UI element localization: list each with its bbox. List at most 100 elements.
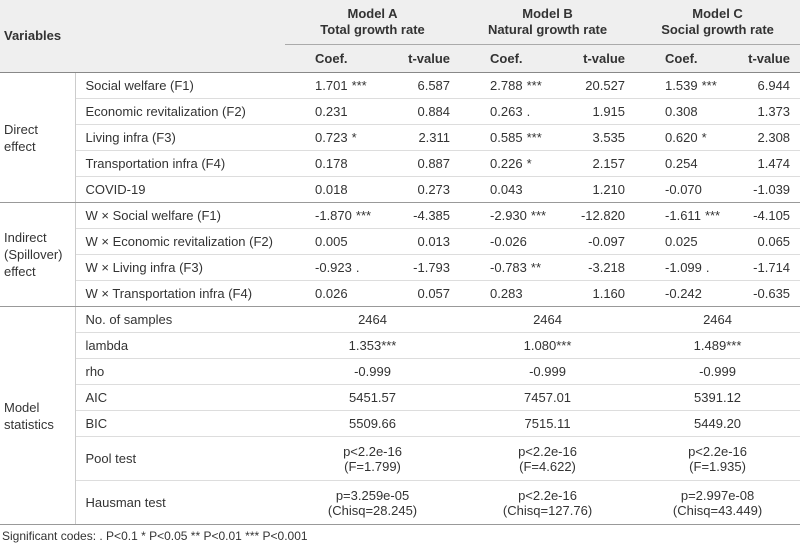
stat-cell: p<2.2e-16 (Chisq=127.76)	[460, 480, 636, 525]
t-value: 0.884	[380, 98, 461, 125]
coef-cell: 0.226 *	[460, 150, 556, 177]
data-row: Living infra (F3) 0.723 * 2.311 0.585 *** 3.53…	[0, 124, 800, 151]
coef: -0.923	[315, 260, 352, 275]
t-value: -1.039	[725, 176, 800, 203]
stat-value: p<2.2e-16	[518, 487, 577, 503]
stat-cell: 2464	[635, 306, 800, 333]
variable: W × Economic revitalization (F2)	[75, 228, 286, 255]
t-value: 1.915	[555, 98, 636, 125]
stat-value: 5391.12	[694, 390, 742, 405]
t-value: 0.887	[380, 150, 461, 177]
variable: COVID-19	[75, 176, 286, 203]
variable: Economic revitalization (F2)	[75, 98, 286, 125]
t-value: 6.587	[380, 72, 461, 99]
model-name: Model B	[522, 6, 573, 21]
coef: 0.263	[490, 104, 523, 119]
coef: 0.620	[665, 130, 698, 145]
table-body: Direct effect Social welfare (F1) 1.701 ***…	[0, 72, 800, 525]
coef-cell: 0.025	[635, 228, 726, 255]
coef-cell: 1.701 ***	[285, 72, 381, 99]
model-subtitle: Social growth rate	[661, 22, 774, 37]
column-header: t-value	[380, 44, 461, 73]
stat-cell: 7457.01	[460, 384, 636, 411]
coef-cell: -1.611 ***	[635, 202, 726, 229]
variable: W × Transportation infra (F4)	[75, 280, 286, 307]
statistic-name: Hausman test	[75, 480, 286, 525]
significance: ***	[355, 208, 372, 223]
coef: 0.005	[315, 234, 348, 249]
coef: 0.308	[665, 104, 698, 119]
model-header: Model B Natural growth rate	[460, 0, 636, 45]
stat-cell: -0.999	[635, 358, 800, 385]
stat-cell: p<2.2e-16 (F=1.935)	[635, 436, 800, 481]
group-label: Direct effect	[0, 72, 76, 203]
t-value: 1.373	[725, 98, 800, 125]
model-subtitle: Total growth rate	[320, 22, 425, 37]
coef: 0.043	[490, 182, 523, 197]
stat-value: 7515.11	[524, 416, 571, 431]
subheader-row: Coef. t-value Coef. t-value Coef. t-value	[0, 44, 800, 73]
stat-cell: 5509.66	[285, 410, 461, 437]
statistic-name: rho	[75, 358, 286, 385]
stat-cell: 5449.20	[635, 410, 800, 437]
data-row: COVID-19 0.018 0.273 0.043 1.210 -0.070 -1.039	[0, 176, 800, 203]
significance: .	[355, 260, 360, 275]
coef-cell: 0.620 *	[635, 124, 726, 151]
stat-cell: 2464	[460, 306, 636, 333]
variable: W × Social welfare (F1)	[75, 202, 286, 229]
coef-cell: 0.723 *	[285, 124, 381, 151]
stat-cell: p=3.259e-05 (Chisq=28.245)	[285, 480, 461, 525]
t-value: 2.311	[380, 124, 461, 151]
t-value: 0.013	[380, 228, 461, 255]
variable: Social welfare (F1)	[75, 72, 286, 99]
coef-cell: 0.043	[460, 176, 556, 203]
coef-cell: -1.870 ***	[285, 202, 381, 229]
coef: -1.611	[665, 208, 701, 223]
stat-value: -0.999	[699, 364, 736, 379]
stat-cell: -0.999	[460, 358, 636, 385]
significance: *	[526, 156, 532, 171]
coef: 0.254	[665, 156, 698, 171]
significance: **	[530, 260, 542, 275]
statistic-name: BIC	[75, 410, 286, 437]
t-value: 0.065	[725, 228, 800, 255]
coef: -1.870	[315, 208, 352, 223]
t-value: -4.385	[380, 202, 461, 229]
coef: 1.701	[315, 78, 348, 93]
coef-cell: 0.308	[635, 98, 726, 125]
stat-row: Hausman test p=3.259e-05 (Chisq=28.245) p<2…	[0, 480, 800, 525]
column-header: Coef.	[460, 44, 556, 73]
stat-value: p=2.997e-08	[680, 487, 755, 503]
coef-cell: 0.178	[285, 150, 381, 177]
stat-value: -0.999	[529, 364, 566, 379]
stat-value: 1.080***	[523, 338, 572, 353]
stat-value: 1.353***	[348, 338, 397, 353]
coef: -1.099	[665, 260, 702, 275]
stat-row: Pool test p<2.2e-16 (F=1.799) p<2.2e-16 (F=4…	[0, 436, 800, 481]
coef: 0.018	[315, 182, 348, 197]
stat-value: 1.489***	[693, 338, 742, 353]
coef: 0.231	[315, 104, 348, 119]
coef-cell: -0.026	[460, 228, 556, 255]
t-value: -0.097	[555, 228, 636, 255]
footnote: Significant codes: . P<0.1 * P<0.05 ** P…	[2, 529, 308, 543]
statistic-name: AIC	[75, 384, 286, 411]
t-value: 1.474	[725, 150, 800, 177]
column-header: Coef.	[285, 44, 381, 73]
coef-cell: 0.585 ***	[460, 124, 556, 151]
significance: ***	[530, 208, 547, 223]
table-header: Variables Model A Total growth rate Model …	[0, 0, 800, 73]
t-value: 20.527	[555, 72, 636, 99]
model-subtitle: Natural growth rate	[487, 22, 608, 37]
model-name: Model A	[347, 6, 398, 21]
coef-cell: 2.788 ***	[460, 72, 556, 99]
coef-cell: 0.018	[285, 176, 381, 203]
coef: 0.226	[490, 156, 523, 171]
statistic-name: lambda	[75, 332, 286, 359]
stat-cell: p<2.2e-16 (F=1.799)	[285, 436, 461, 481]
data-row: W × Economic revitalization (F2) 0.005 0.0…	[0, 228, 800, 255]
stat-value: p=3.259e-05	[335, 487, 410, 503]
stat-value: p<2.2e-16	[343, 443, 402, 459]
coef: -0.783	[490, 260, 527, 275]
t-value: -3.218	[555, 254, 636, 281]
